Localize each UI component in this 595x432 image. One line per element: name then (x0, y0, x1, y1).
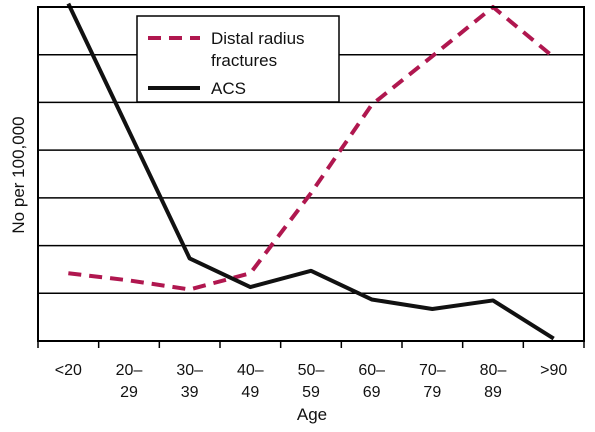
x-tick-label-2-line1: 30– (176, 362, 203, 379)
x-tick-label-6-line1: 70– (419, 362, 446, 379)
legend-label-distal-radius-line1: Distal radius (211, 29, 305, 48)
legend-label-distal-radius: Distal radius fractures (211, 29, 309, 70)
x-tick-label-7-line1: 80– (480, 362, 507, 379)
plot-frame (37, 6, 585, 342)
x-tick-label-3-line2: 49 (241, 384, 259, 401)
x-tick-label-2-line2: 39 (181, 384, 199, 401)
series-line-1 (66, 2, 555, 341)
x-tick-label-8-line1: >90 (540, 362, 567, 379)
x-axis-ticks: <20 20– 29 30– 39 40– 49 50– 59 60– 69 70– 79 80– 89 >9… (37, 341, 585, 401)
legend-label-acs: ACS (211, 79, 246, 98)
legend-label-distal-radius-line2: fractures (211, 51, 277, 70)
series-line-0 (68, 5, 555, 292)
x-tick-label-5-line1: 60– (358, 362, 385, 379)
y-axis-title: No per 100,000 (9, 116, 28, 233)
x-tick-label-1-line1: 20– (116, 362, 143, 379)
x-axis-title: Age (297, 405, 327, 424)
x-tick-label-4-line1: 50– (298, 362, 325, 379)
x-tick-label-5-line2: 69 (363, 384, 381, 401)
x-tick-label-7-line2: 89 (484, 384, 502, 401)
x-tick-label-1-line2: 29 (120, 384, 138, 401)
x-tick-label-0-line1: <20 (55, 362, 82, 379)
x-tick-label-6-line2: 79 (423, 384, 441, 401)
x-tick-label-4-line2: 59 (302, 384, 320, 401)
legend: Distal radius fractures ACS (136, 15, 340, 103)
series-layer (66, 2, 555, 341)
x-tick-label-3-line1: 40– (237, 362, 264, 379)
